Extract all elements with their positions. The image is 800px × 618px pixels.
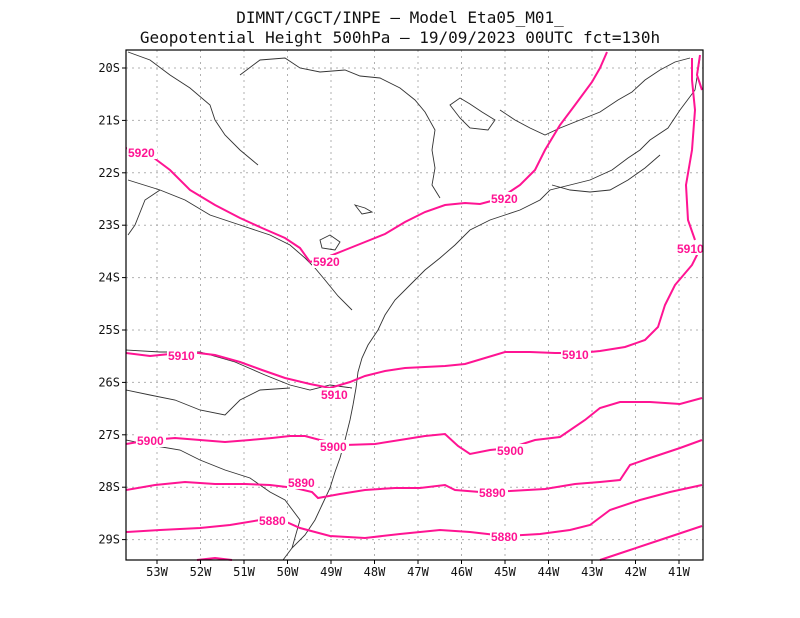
lat-label: 25S (98, 323, 120, 337)
lon-label: 50W (277, 565, 299, 579)
border-minas (499, 57, 691, 136)
height-contours (125, 51, 703, 561)
reservoir-2 (353, 204, 374, 215)
lon-label: 53W (146, 565, 168, 579)
title-line-2: Geopotential Height 500hPa – 19/09/2023 … (139, 28, 661, 47)
inland-lakes (449, 97, 496, 131)
contour-5910-east (684, 58, 697, 241)
lon-label: 49W (320, 565, 342, 579)
lat-label: 20S (98, 61, 120, 75)
contour-5910-west (125, 244, 703, 390)
label-5890-b: 5890 (479, 486, 506, 500)
label-5900-b: 5900 (320, 440, 347, 454)
label-5890-a: 5890 (288, 476, 315, 490)
map-frame (125, 49, 704, 561)
lon-label: 44W (538, 565, 560, 579)
border-west (127, 51, 259, 166)
state-border-ms-sp (127, 189, 161, 236)
lat-lon-grid (126, 50, 703, 560)
label-5900-c: 5900 (497, 444, 524, 458)
lat-label: 22S (98, 166, 120, 180)
label-5880-a: 5880 (259, 514, 286, 528)
lon-label: 45W (494, 565, 516, 579)
label-5910-c: 5910 (562, 348, 589, 362)
state-border-sp-mg (239, 57, 441, 199)
reservoir (319, 234, 341, 251)
contour-5910-north (695, 54, 703, 91)
border-argentina (125, 387, 291, 416)
label-5910-b: 5910 (321, 388, 348, 402)
lat-label: 24S (98, 271, 120, 285)
lat-label: 26S (98, 375, 120, 389)
contour-5880 (125, 484, 703, 540)
lat-label: 27S (98, 428, 120, 442)
contour-5920-stub (196, 556, 233, 561)
label-5910-d: 5910 (677, 242, 704, 256)
state-border-sp-pr (127, 179, 353, 311)
longitude-labels: 53W 52W 51W 50W 49W 48W 47W 46W 45W 44W 43W 42W 41W (146, 560, 691, 579)
contour-labels: 5920 5920 5920 5910 5910 5910 5910 5900 … (127, 146, 707, 544)
lon-label: 41W (668, 565, 690, 579)
title-line-1: DIMNT/CGCT/INPE – Model Eta05_M01_ (236, 8, 564, 27)
contour-5890 (125, 439, 703, 500)
lon-label: 52W (190, 565, 212, 579)
lon-label: 46W (451, 565, 473, 579)
label-5920-b: 5920 (491, 192, 518, 206)
lat-label: 23S (98, 218, 120, 232)
lat-label: 28S (98, 480, 120, 494)
label-5920-c: 5920 (313, 255, 340, 269)
label-5910-a: 5910 (168, 349, 195, 363)
state-border-sc-rs (125, 439, 301, 549)
coastline (282, 57, 701, 561)
label-5920-a: 5920 (128, 146, 155, 160)
border-rj (551, 154, 661, 193)
label-5880-b: 5880 (491, 530, 518, 544)
lon-label: 42W (625, 565, 647, 579)
lon-label: 51W (233, 565, 255, 579)
contour-5920-west (125, 51, 608, 264)
label-5900-a: 5900 (137, 434, 164, 448)
lon-label: 48W (364, 565, 386, 579)
lat-label: 29S (98, 533, 120, 547)
lat-label: 21S (98, 113, 120, 127)
latitude-labels: 20S 21S 22S 23S 24S 25S 26S 27S 28S 29S (98, 61, 126, 547)
contour-5870 (599, 525, 703, 561)
lon-label: 43W (581, 565, 603, 579)
contour-5900 (125, 397, 703, 456)
lon-label: 47W (407, 565, 429, 579)
